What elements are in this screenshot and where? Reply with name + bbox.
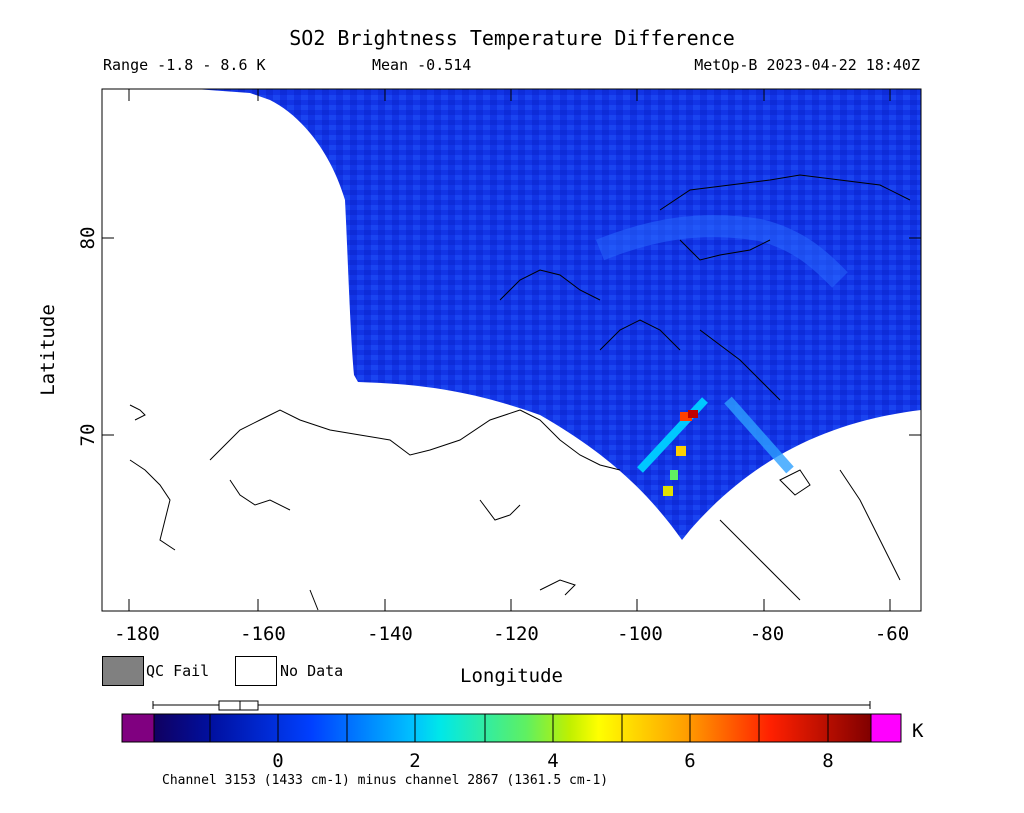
x-ticks (102, 89, 921, 611)
under-range-swatch (121, 713, 155, 743)
qc-fail-swatch (102, 656, 144, 686)
colorbar-tick-label: 4 (547, 750, 558, 772)
mean-text: Mean -0.514 (372, 56, 472, 74)
no-data-swatch (235, 656, 277, 686)
satellite-time-text: MetOp-B 2023-04-22 18:40Z (694, 56, 920, 74)
colorbar-tick-label: 0 (272, 750, 283, 772)
x-tick-label: -160 (240, 623, 286, 645)
y-tick-label: 80 (77, 227, 99, 250)
colorbar: 0 2 4 6 8 (121, 700, 902, 772)
y-axis-label: Latitude (37, 304, 59, 396)
y-tick-label: 70 (77, 424, 99, 447)
colorbar-tick-label: 8 (822, 750, 833, 772)
colorbar-tick-label: 6 (684, 750, 695, 772)
qc-fail-label: QC Fail (146, 662, 210, 680)
channel-note: Channel 3153 (1433 cm-1) minus channel 2… (162, 773, 609, 788)
coastlines (129, 174, 911, 611)
x-tick-label: -140 (367, 623, 413, 645)
over-range-swatch (870, 713, 902, 743)
colorbar-gradient (153, 713, 872, 743)
x-tick-label: -80 (750, 623, 784, 645)
colorbar-tick-label: 2 (409, 750, 420, 772)
range-text: Range -1.8 - 8.6 K (103, 56, 266, 74)
x-tick-label: -180 (114, 623, 160, 645)
data-swath (195, 89, 921, 540)
plot-title: SO2 Brightness Temperature Difference (289, 26, 735, 50)
x-tick-label: -100 (617, 623, 663, 645)
no-data-label: No Data (280, 662, 344, 680)
x-axis-label: Longitude (460, 665, 563, 687)
x-tick-label: -60 (875, 623, 909, 645)
colorbar-units: K (912, 720, 924, 742)
x-tick-label: -120 (493, 623, 539, 645)
